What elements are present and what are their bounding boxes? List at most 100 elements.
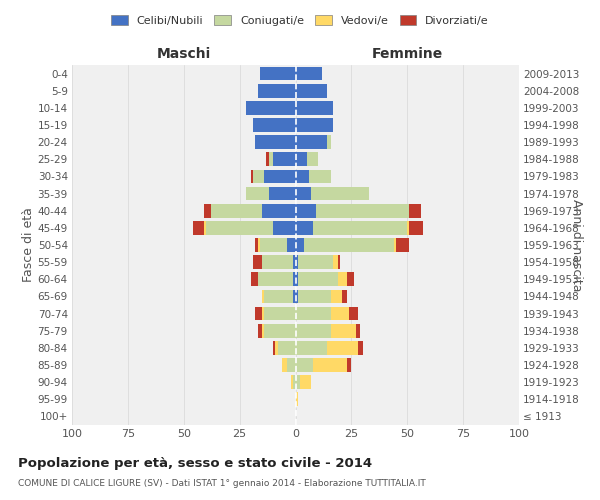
Bar <box>311 186 369 200</box>
Bar <box>260 66 296 80</box>
Bar <box>293 256 296 269</box>
Bar <box>206 221 273 234</box>
Bar <box>211 204 262 218</box>
Bar <box>193 221 204 234</box>
Bar <box>327 341 358 354</box>
Text: Popolazione per età, sesso e stato civile - 2014: Popolazione per età, sesso e stato civil… <box>18 458 372 470</box>
Bar <box>296 204 316 218</box>
Bar <box>293 376 296 389</box>
Bar <box>394 238 396 252</box>
Bar <box>262 256 293 269</box>
Bar <box>313 358 347 372</box>
Bar <box>262 290 264 304</box>
Bar <box>347 358 352 372</box>
Bar <box>331 290 343 304</box>
Bar <box>331 306 349 320</box>
Bar <box>349 306 358 320</box>
Bar <box>407 221 409 234</box>
Bar <box>296 290 298 304</box>
Bar <box>262 306 264 320</box>
Bar <box>262 324 264 338</box>
Bar <box>293 290 296 304</box>
Bar <box>296 66 322 80</box>
Bar <box>347 272 353 286</box>
Bar <box>396 238 409 252</box>
Bar <box>298 290 331 304</box>
Bar <box>298 256 334 269</box>
Bar <box>358 341 362 354</box>
Y-axis label: Anni di nascita: Anni di nascita <box>569 198 583 291</box>
Bar <box>409 221 423 234</box>
Bar <box>257 238 260 252</box>
Bar <box>296 221 313 234</box>
Bar <box>264 306 296 320</box>
Bar <box>269 186 296 200</box>
Bar <box>296 186 311 200</box>
Bar <box>255 238 257 252</box>
Bar <box>409 204 421 218</box>
Bar <box>273 152 296 166</box>
Bar <box>327 136 331 149</box>
Bar <box>316 204 409 218</box>
Bar <box>278 341 296 354</box>
Bar <box>296 324 331 338</box>
Bar <box>343 290 347 304</box>
Bar <box>296 101 334 114</box>
Bar <box>338 256 340 269</box>
Bar <box>300 376 311 389</box>
Bar <box>296 84 327 98</box>
Bar <box>247 101 296 114</box>
Bar <box>296 358 313 372</box>
Bar <box>296 136 327 149</box>
Bar <box>296 341 327 354</box>
Bar <box>334 256 338 269</box>
Bar <box>331 324 356 338</box>
Bar <box>296 238 304 252</box>
Legend: Celibi/Nubili, Coniugati/e, Vedovi/e, Divorziati/e: Celibi/Nubili, Coniugati/e, Vedovi/e, Di… <box>107 10 493 30</box>
Bar <box>251 272 257 286</box>
Bar <box>251 170 253 183</box>
Text: COMUNE DI CALICE LIGURE (SV) - Dati ISTAT 1° gennaio 2014 - Elaborazione TUTTITA: COMUNE DI CALICE LIGURE (SV) - Dati ISTA… <box>18 479 426 488</box>
Bar <box>253 256 262 269</box>
Bar <box>298 272 338 286</box>
Bar <box>293 272 296 286</box>
Bar <box>255 136 296 149</box>
Bar <box>296 152 307 166</box>
Bar <box>253 118 296 132</box>
Bar <box>204 204 211 218</box>
Bar <box>257 324 262 338</box>
Bar <box>257 84 296 98</box>
Bar <box>204 221 206 234</box>
Bar <box>262 204 296 218</box>
Bar <box>273 341 275 354</box>
Bar <box>296 118 334 132</box>
Bar <box>296 376 300 389</box>
Bar <box>296 272 298 286</box>
Bar <box>296 306 331 320</box>
Bar <box>257 272 293 286</box>
Bar <box>253 170 264 183</box>
Text: Femmine: Femmine <box>371 48 443 62</box>
Bar <box>282 358 287 372</box>
Bar <box>309 170 331 183</box>
Bar <box>307 152 318 166</box>
Bar <box>313 221 407 234</box>
Y-axis label: Fasce di età: Fasce di età <box>22 208 35 282</box>
Bar <box>266 152 269 166</box>
Bar <box>338 272 347 286</box>
Bar <box>275 341 278 354</box>
Bar <box>264 324 296 338</box>
Bar <box>255 306 262 320</box>
Bar <box>291 376 293 389</box>
Bar <box>296 256 298 269</box>
Bar <box>287 238 296 252</box>
Bar <box>260 238 287 252</box>
Bar <box>287 358 296 372</box>
Bar <box>273 221 296 234</box>
Bar <box>296 170 309 183</box>
Text: Maschi: Maschi <box>157 48 211 62</box>
Bar <box>269 152 273 166</box>
Bar <box>247 186 269 200</box>
Bar <box>304 238 394 252</box>
Bar <box>356 324 361 338</box>
